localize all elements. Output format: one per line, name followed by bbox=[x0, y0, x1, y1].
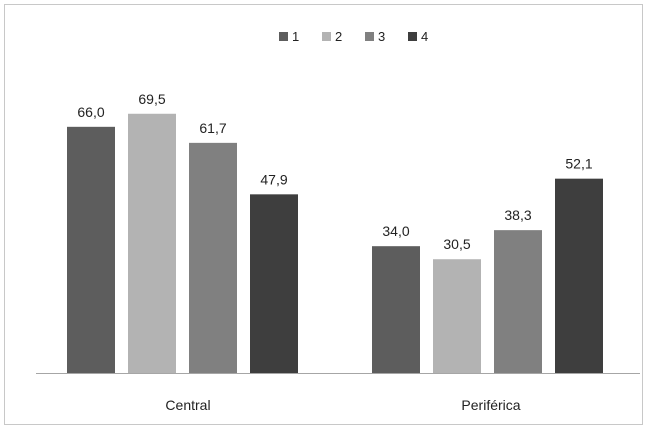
bar-series-3-central bbox=[189, 142, 237, 373]
x-tick-label: Periférica bbox=[461, 397, 520, 413]
legend-swatch-3 bbox=[365, 32, 374, 41]
bar-series-1-periferica bbox=[372, 246, 420, 373]
x-tick-label: Central bbox=[165, 397, 210, 413]
data-label: 34,0 bbox=[382, 223, 409, 239]
bar-series-4-periferica bbox=[555, 178, 603, 373]
bar-series-3-periferica bbox=[494, 230, 542, 373]
bar-series-2-central bbox=[128, 113, 176, 373]
data-label: 61,7 bbox=[199, 120, 226, 136]
bar-series-4-central bbox=[250, 194, 298, 373]
legend-swatch-1 bbox=[279, 32, 288, 41]
data-labels: 66,0 69,5 61,7 47,9 34,0 30,5 38,3 52,1 bbox=[77, 91, 592, 252]
bars bbox=[67, 113, 603, 373]
bar-series-2-periferica bbox=[433, 259, 481, 373]
data-label: 52,1 bbox=[565, 156, 592, 172]
legend-swatch-4 bbox=[408, 32, 417, 41]
legend-label-3: 3 bbox=[378, 29, 385, 44]
data-label: 47,9 bbox=[260, 171, 287, 187]
data-label: 30,5 bbox=[443, 236, 470, 252]
bar-series-1-central bbox=[67, 126, 115, 373]
data-label: 66,0 bbox=[77, 104, 104, 120]
legend-swatch-2 bbox=[322, 32, 331, 41]
legend-label-4: 4 bbox=[421, 29, 428, 44]
data-label: 38,3 bbox=[504, 207, 531, 223]
data-label: 69,5 bbox=[138, 91, 165, 107]
x-axis-tick-labels: Central Periférica bbox=[165, 397, 520, 413]
legend-label-2: 2 bbox=[335, 29, 342, 44]
legend: 1 2 3 4 bbox=[279, 29, 428, 44]
legend-label-1: 1 bbox=[292, 29, 299, 44]
